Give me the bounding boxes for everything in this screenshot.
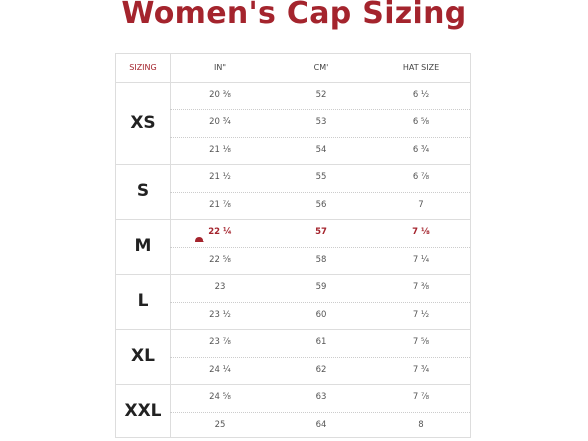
size-cell: 24 ¼ <box>209 364 231 375</box>
size-cell: 7 ⅛ <box>412 227 430 237</box>
size-cell: 7 ¾ <box>412 364 430 375</box>
size-label: XL <box>131 346 155 366</box>
group-separator <box>116 384 470 385</box>
size-cell: 60 <box>315 309 327 320</box>
size-cell: 8 <box>418 419 424 430</box>
group-separator <box>116 219 470 220</box>
group-separator <box>116 164 470 165</box>
size-cell: 21 ⅛ <box>209 144 231 155</box>
size-cell: 25 <box>214 419 226 430</box>
row-separator <box>170 411 470 413</box>
size-cell: 64 <box>315 419 327 430</box>
size-label: XXL <box>124 401 162 421</box>
size-cell: 63 <box>315 392 327 402</box>
size-cell: 62 <box>315 364 327 375</box>
row-separator <box>170 109 470 110</box>
row-separator <box>170 356 470 358</box>
column-header: HAT SIZE <box>402 63 440 72</box>
size-cell: 23 <box>214 282 226 292</box>
size-cell: 7 ¼ <box>412 254 430 265</box>
size-label: M <box>134 236 152 256</box>
size-cell: 7 <box>418 199 424 210</box>
size-cell: 24 ⅝ <box>209 392 231 402</box>
size-cell: 53 <box>315 117 327 127</box>
row-separator <box>170 136 470 138</box>
column-header: IN" <box>213 63 227 72</box>
cap-icon <box>194 228 204 242</box>
group-separator <box>116 81 470 83</box>
size-cell: 6 ⅝ <box>412 117 430 127</box>
size-cell: 21 ½ <box>209 172 231 182</box>
size-cell: 22 ⅝ <box>209 254 231 265</box>
size-cell: 7 ⅜ <box>412 282 430 292</box>
size-cell: 57 <box>315 227 327 237</box>
size-cell: 58 <box>315 254 327 265</box>
size-cell: 7 ⅝ <box>412 337 430 347</box>
group-separator <box>116 274 470 275</box>
size-cell: 56 <box>315 199 327 210</box>
size-label: L <box>137 291 149 311</box>
group-separator <box>116 329 470 330</box>
size-label: XS <box>130 112 156 133</box>
size-cell: 22 ¼ <box>208 227 232 237</box>
size-cell: 20 ¾ <box>209 117 231 127</box>
column-header: CM' <box>313 63 329 72</box>
size-cell: 54 <box>315 144 327 155</box>
size-cell: 59 <box>315 282 327 292</box>
size-cell: 21 ⅞ <box>209 199 231 210</box>
row-separator <box>170 301 470 303</box>
cap-svg <box>195 237 204 242</box>
size-label: S <box>136 181 150 201</box>
size-cell: 6 ½ <box>412 89 430 100</box>
size-cell: 52 <box>315 89 327 100</box>
column-header: SIZING <box>129 63 157 72</box>
size-cell: 6 ⅞ <box>412 172 430 182</box>
size-cell: 23 ½ <box>209 309 231 320</box>
page-title: Women's Cap Sizing <box>121 0 467 31</box>
size-cell: 7 ⅞ <box>412 392 430 402</box>
row-separator <box>170 191 470 193</box>
column-divider <box>170 54 171 437</box>
row-separator <box>170 246 470 248</box>
size-cell: 55 <box>315 172 327 182</box>
size-cell: 20 ⅜ <box>209 89 231 100</box>
size-cell: 6 ¾ <box>412 144 430 155</box>
size-table: SIZING IN" CM' HAT SIZE XS 20 ⅜ 52 6 ½ 20 ¾ 53 6 ⅝… <box>115 53 471 438</box>
size-cell: 23 ⅞ <box>209 337 231 347</box>
size-cell: 7 ½ <box>412 309 430 320</box>
size-cell: 61 <box>315 337 327 347</box>
